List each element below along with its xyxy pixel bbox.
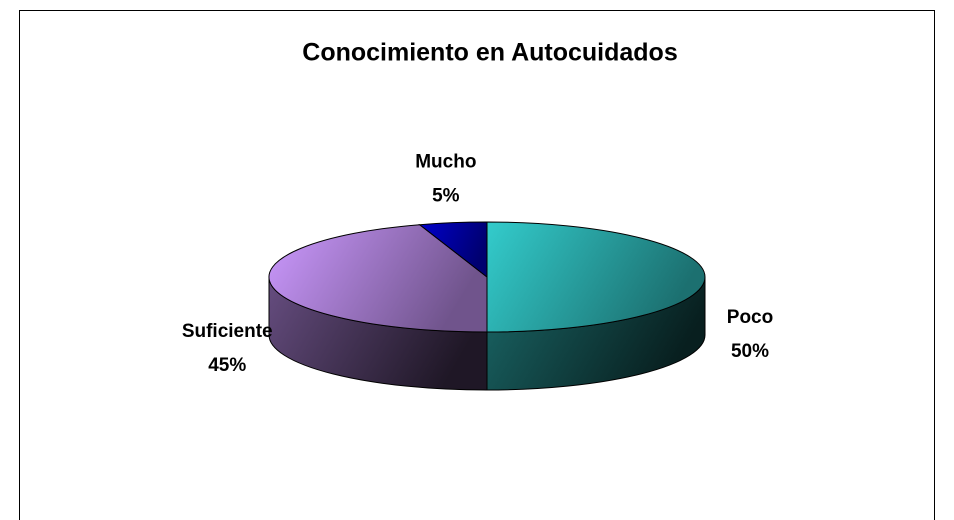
pie-slice (486, 221, 706, 333)
chart-title: Conocimiento en Autocuidados (302, 39, 677, 67)
slice-value-label: 5% (432, 186, 460, 207)
pie-slice (268, 224, 488, 333)
slice-label: Poco (727, 307, 773, 328)
slice-value-label: 50% (731, 341, 769, 362)
pie-slice (418, 221, 488, 279)
slice-label: Mucho (415, 152, 476, 173)
slice-value-label: 45% (208, 355, 246, 376)
slice-label: Suficiente (182, 321, 273, 342)
